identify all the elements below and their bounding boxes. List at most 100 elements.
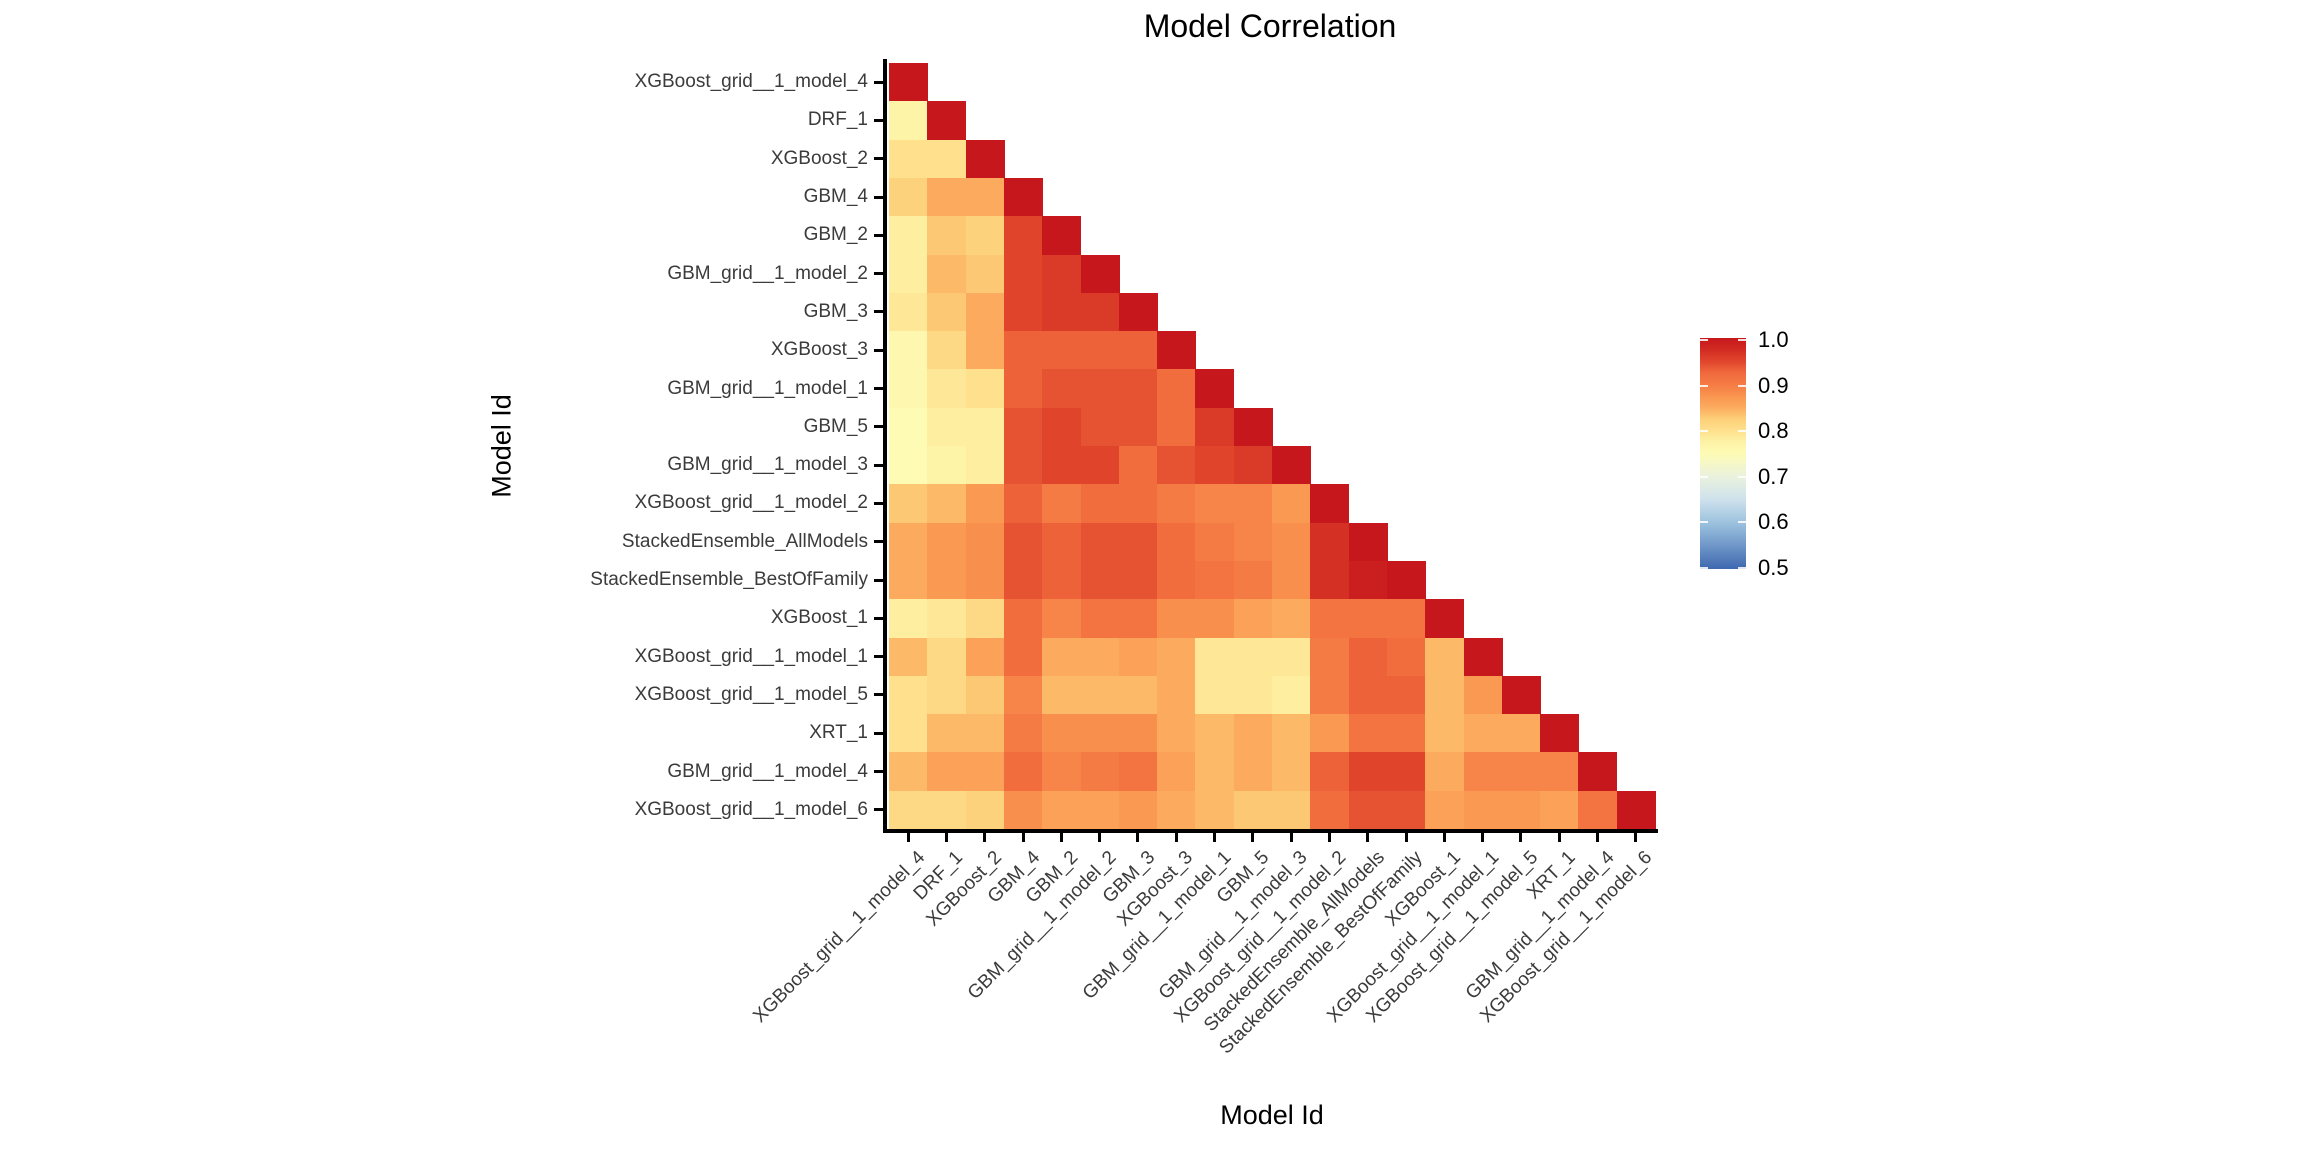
heatmap-cell [1003, 216, 1043, 256]
y-axis-tick [874, 233, 883, 237]
colorbar-tick-mark [1700, 521, 1708, 524]
x-axis-tick [1596, 833, 1600, 842]
heatmap-cell [1310, 637, 1350, 677]
heatmap-cell [1272, 522, 1311, 562]
heatmap-cell [1463, 714, 1503, 754]
colorbar [1700, 338, 1746, 569]
x-axis-tick [1519, 833, 1523, 842]
heatmap-cell [1195, 484, 1235, 524]
heatmap-cell [1233, 752, 1273, 792]
y-tick-label: XGBoost_grid__1_model_4 [634, 71, 868, 93]
heatmap-cell [1310, 752, 1350, 792]
heatmap-cell [927, 177, 967, 217]
heatmap-cell [1080, 369, 1120, 409]
heatmap-cell [889, 369, 928, 409]
heatmap-cell [1195, 369, 1235, 409]
x-axis-tick [1251, 833, 1255, 842]
y-axis-tick [874, 195, 883, 199]
heatmap-cell [927, 675, 967, 715]
heatmap-cell [1195, 637, 1235, 677]
heatmap-cell [1042, 407, 1082, 447]
y-tick-label: GBM_5 [803, 415, 868, 437]
x-axis-tick [1174, 833, 1178, 842]
heatmap-cell [1118, 522, 1158, 562]
heatmap-cell [1233, 560, 1273, 600]
heatmap-cell [1425, 790, 1465, 830]
heatmap-cell [889, 790, 928, 830]
heatmap-cell [965, 560, 1005, 600]
heatmap-cell [1157, 446, 1197, 485]
heatmap-cell [927, 599, 967, 639]
heatmap-cell [889, 407, 928, 447]
heatmap-cell [1080, 675, 1120, 715]
heatmap-cell [1042, 446, 1082, 485]
heatmap-cell [965, 637, 1005, 677]
colorbar-tick-label: 0.8 [1758, 418, 1789, 444]
heatmap-cell [889, 101, 928, 141]
heatmap-cell [1157, 407, 1197, 447]
heatmap-cell [1003, 560, 1043, 600]
x-axis-tick [1021, 833, 1025, 842]
heatmap-cell [927, 292, 967, 332]
heatmap-cell [1195, 522, 1235, 562]
heatmap-cell [927, 637, 967, 677]
heatmap-cell [1386, 752, 1426, 792]
heatmap-cell [1003, 522, 1043, 562]
heatmap-cell [1080, 484, 1120, 524]
heatmap-cell [1233, 675, 1273, 715]
y-axis-tick [874, 387, 883, 391]
heatmap-cell [1310, 599, 1350, 639]
heatmap-cell [1310, 522, 1350, 562]
heatmap-cell [1157, 484, 1197, 524]
heatmap-cell [1463, 637, 1503, 677]
y-axis-tick [874, 770, 883, 774]
heatmap-cell [1578, 790, 1618, 830]
heatmap-cell [1003, 790, 1043, 830]
heatmap-cell [889, 522, 928, 562]
heatmap-cell [889, 254, 928, 294]
heatmap-cell [1118, 752, 1158, 792]
heatmap-cell [1348, 790, 1388, 830]
heatmap-cell [1003, 637, 1043, 677]
x-axis-tick [1098, 833, 1102, 842]
heatmap-cell [1233, 407, 1273, 447]
heatmap-cell [1578, 752, 1618, 792]
x-axis-tick [1442, 833, 1446, 842]
heatmap-cell [1272, 675, 1311, 715]
colorbar-tick-label: 1.0 [1758, 327, 1789, 352]
heatmap-cell [927, 560, 967, 600]
heatmap-cell [1080, 714, 1120, 754]
heatmap-cell [1003, 714, 1043, 754]
heatmap-cell [1386, 560, 1426, 600]
heatmap-cell [1195, 675, 1235, 715]
heatmap-cell [1157, 637, 1197, 677]
y-tick-label: XGBoost_grid__1_model_2 [634, 492, 868, 514]
heatmap-cell [927, 522, 967, 562]
heatmap-cell [1386, 790, 1426, 830]
heatmap-cell [965, 177, 1005, 217]
heatmap-cell [1233, 637, 1273, 677]
heatmap-cell [1157, 675, 1197, 715]
y-axis-tick [874, 578, 883, 582]
heatmap-cell [1118, 675, 1158, 715]
colorbar-tick-label: 0.9 [1758, 372, 1789, 398]
heatmap-cell [1425, 637, 1465, 677]
y-tick-label: XGBoost_grid__1_model_6 [634, 798, 868, 820]
y-tick-label: XGBoost_grid__1_model_1 [634, 645, 868, 667]
x-axis-tick [1213, 833, 1217, 842]
heatmap-cell [1118, 407, 1158, 447]
x-axis-tick [983, 833, 987, 842]
heatmap-cell [1272, 637, 1311, 677]
y-axis-tick [874, 616, 883, 620]
heatmap-cell [1118, 714, 1158, 754]
y-axis-tick [874, 272, 883, 276]
heatmap-cell [965, 139, 1005, 179]
colorbar-tick-mark [1738, 521, 1746, 524]
y-tick-label: GBM_grid__1_model_1 [667, 377, 868, 399]
heatmap-cell [927, 752, 967, 792]
heatmap-cell [1003, 407, 1043, 447]
heatmap-cell [1348, 599, 1388, 639]
heatmap-cell [965, 599, 1005, 639]
heatmap-cell [1118, 599, 1158, 639]
